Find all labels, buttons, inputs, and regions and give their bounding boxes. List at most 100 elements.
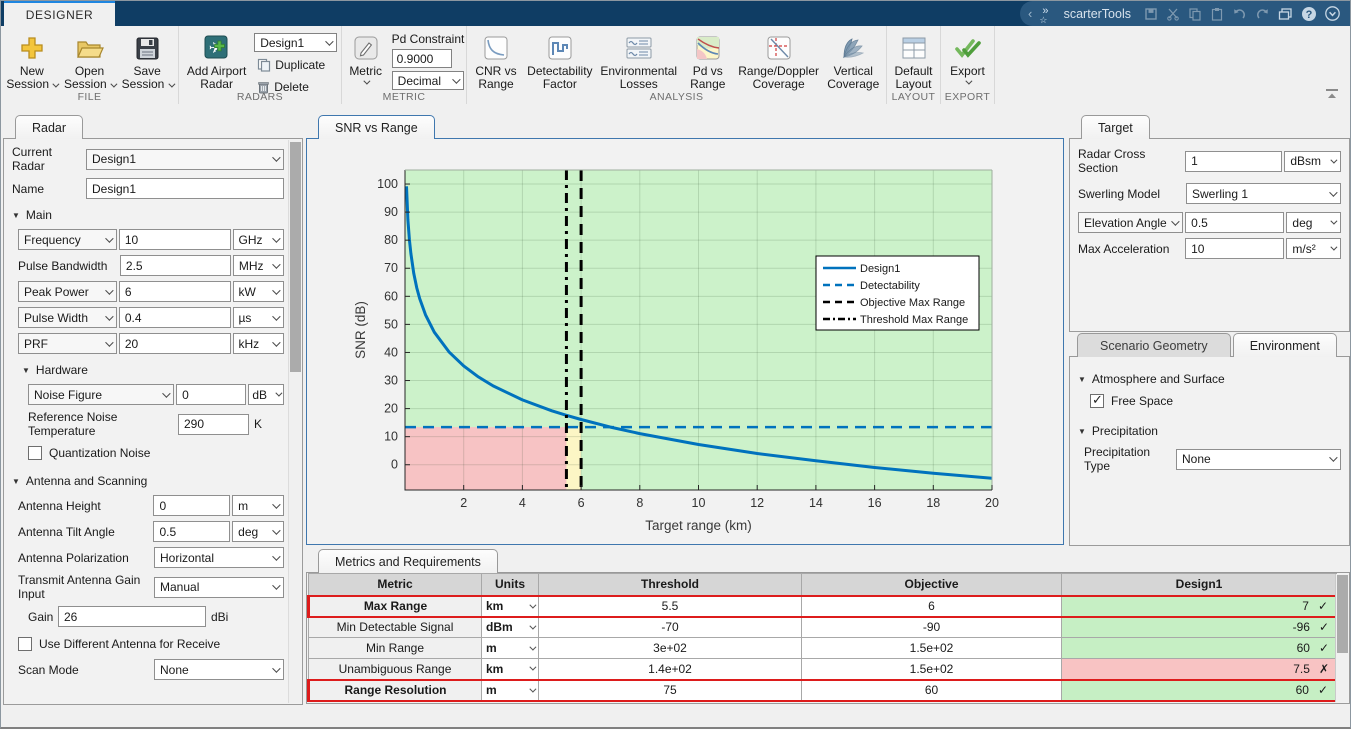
metrics-table-scrollbar[interactable] [1335, 574, 1348, 702]
noise-figure-input[interactable]: 0 [176, 384, 246, 405]
add-airport-radar-button[interactable]: ✈ Add Airport Radar [183, 30, 250, 93]
frequency-unit-dropdown[interactable]: GHz [233, 229, 284, 250]
different-antenna-checkbox[interactable] [18, 637, 32, 651]
tab-radar[interactable]: Radar [15, 115, 83, 139]
rcs-unit-dropdown[interactable]: dBsm [1284, 151, 1341, 172]
objective-value[interactable]: -90 [802, 617, 1062, 638]
prf-unit-dropdown[interactable]: kHz [233, 333, 284, 354]
col-metric[interactable]: Metric [309, 574, 482, 596]
collapse-left-icon[interactable]: ‹ [1028, 7, 1032, 20]
objective-value[interactable]: 1.5e+02 [802, 638, 1062, 659]
free-space-checkbox[interactable] [1090, 394, 1104, 408]
units-dropdown[interactable]: km [482, 596, 539, 617]
max-acceleration-input[interactable]: 10 [1185, 238, 1284, 259]
units-dropdown[interactable]: dBm [482, 617, 539, 638]
peak-power-unit-dropdown[interactable]: kW [233, 281, 284, 302]
max-acceleration-unit-dropdown[interactable]: m/s² [1286, 238, 1341, 259]
pd-vs-range-button[interactable]: Pd vs Range [683, 30, 733, 93]
objective-value[interactable]: 60 [802, 680, 1062, 701]
pulse-width-unit-dropdown[interactable]: µs [233, 307, 284, 328]
environmental-losses-button[interactable]: Environmental Losses [599, 30, 679, 93]
threshold-value[interactable]: -70 [539, 617, 802, 638]
quantization-noise-checkbox[interactable] [28, 446, 42, 460]
frequency-input[interactable]: 10 [119, 229, 231, 250]
format-dropdown[interactable]: Decimal [392, 71, 465, 90]
gain-input-dropdown[interactable]: Manual [154, 577, 284, 598]
threshold-value[interactable]: 75 [539, 680, 802, 701]
pd-constraint-input[interactable]: 0.9000 [392, 49, 452, 68]
units-dropdown[interactable]: km [482, 659, 539, 680]
threshold-value[interactable]: 3e+02 [539, 638, 802, 659]
prf-param-dropdown[interactable]: PRF [18, 333, 117, 354]
section-hardware[interactable]: ▼Hardware [12, 363, 284, 377]
scrollbar-thumb[interactable] [290, 142, 301, 372]
scrollbar-thumb[interactable] [1337, 575, 1348, 653]
peak-power-input[interactable]: 6 [119, 281, 231, 302]
gain-value-input[interactable]: 26 [58, 606, 206, 627]
menu-down-icon[interactable] [1325, 6, 1340, 21]
pulse-width-input[interactable]: 0.4 [119, 307, 231, 328]
prf-input[interactable]: 20 [119, 333, 231, 354]
cut-icon[interactable] [1166, 7, 1180, 21]
help-icon[interactable]: ? [1301, 6, 1317, 22]
save-icon[interactable] [1144, 7, 1158, 21]
pulse-bandwidth-input[interactable]: 2.5 [120, 255, 231, 276]
antenna-tilt-unit-dropdown[interactable]: deg [232, 521, 284, 542]
swerling-dropdown[interactable]: Swerling 1 [1186, 183, 1341, 204]
open-session-button[interactable]: Open Session [63, 30, 117, 93]
copy-icon[interactable] [1188, 7, 1202, 21]
redo-icon[interactable] [1255, 7, 1270, 21]
save-session-button[interactable]: Save Session [120, 30, 174, 93]
new-session-button[interactable]: New Session [5, 30, 59, 93]
objective-value[interactable]: 1.5e+02 [802, 659, 1062, 680]
section-main[interactable]: ▼Main [12, 208, 284, 222]
units-dropdown[interactable]: m [482, 680, 539, 701]
col-units[interactable]: Units [482, 574, 539, 596]
section-precipitation[interactable]: ▼Precipitation [1078, 424, 1341, 438]
vertical-coverage-button[interactable]: Vertical Coverage [824, 30, 882, 93]
collapse-ribbon-button[interactable] [1324, 88, 1340, 100]
precipitation-type-dropdown[interactable]: None [1176, 449, 1341, 470]
tab-metrics-and-requirements[interactable]: Metrics and Requirements [318, 549, 498, 573]
noise-figure-unit-dropdown[interactable]: dB [248, 384, 284, 405]
ref-noise-temp-input[interactable]: 290 [178, 414, 249, 435]
range-doppler-coverage-button[interactable]: Range/Doppler Coverage [737, 30, 821, 93]
pulse-width-param-dropdown[interactable]: Pulse Width [18, 307, 117, 328]
window-layout-icon[interactable] [1278, 7, 1293, 21]
antenna-tilt-input[interactable]: 0.5 [153, 521, 230, 542]
design-select-dropdown[interactable]: Design1 [254, 33, 337, 52]
frequency-param-dropdown[interactable]: Frequency [18, 229, 117, 250]
col-design1[interactable]: Design1 [1062, 574, 1337, 596]
cnr-vs-range-button[interactable]: CNR vs Range [471, 30, 521, 93]
elevation-input[interactable]: 0.5 [1185, 212, 1284, 233]
objective-value[interactable]: 6 [802, 596, 1062, 617]
antenna-height-unit-dropdown[interactable]: m [232, 495, 284, 516]
elevation-param-dropdown[interactable]: Elevation Angle [1078, 212, 1183, 233]
tab-target[interactable]: Target [1081, 115, 1150, 139]
antenna-polarization-dropdown[interactable]: Horizontal [154, 547, 284, 568]
peak-power-param-dropdown[interactable]: Peak Power [18, 281, 117, 302]
tab-designer[interactable]: DESIGNER [4, 1, 115, 26]
tab-environment[interactable]: Environment [1233, 333, 1337, 357]
elevation-unit-dropdown[interactable]: deg [1286, 212, 1341, 233]
tab-scenario-geometry[interactable]: Scenario Geometry [1077, 333, 1231, 357]
pulse-bandwidth-unit-dropdown[interactable]: MHz [233, 255, 284, 276]
units-dropdown[interactable]: m [482, 638, 539, 659]
detectability-factor-button[interactable]: Detectability Factor [525, 30, 595, 93]
col-threshold[interactable]: Threshold [539, 574, 802, 596]
col-objective[interactable]: Objective [802, 574, 1062, 596]
current-radar-dropdown[interactable]: Design1 [86, 149, 284, 170]
section-atmosphere[interactable]: ▼Atmosphere and Surface [1078, 372, 1341, 386]
paste-icon[interactable] [1210, 7, 1224, 21]
radar-panel-scrollbar[interactable] [288, 140, 301, 703]
section-antenna[interactable]: ▼Antenna and Scanning [12, 474, 284, 488]
tab-snr-vs-range[interactable]: SNR vs Range [318, 115, 435, 139]
scan-mode-dropdown[interactable]: None [154, 659, 284, 680]
rcs-input[interactable]: 1 [1185, 151, 1282, 172]
threshold-value[interactable]: 5.5 [539, 596, 802, 617]
duplicate-button[interactable]: Duplicate [254, 55, 337, 74]
metric-button[interactable]: Metric [344, 30, 388, 87]
noise-figure-param-dropdown[interactable]: Noise Figure [28, 384, 174, 405]
threshold-value[interactable]: 1.4e+02 [539, 659, 802, 680]
antenna-height-input[interactable]: 0 [153, 495, 230, 516]
